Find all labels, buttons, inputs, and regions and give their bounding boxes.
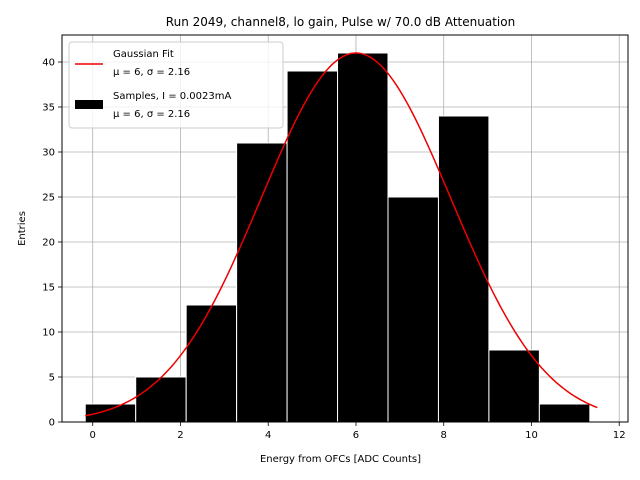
histogram-bar <box>286 70 339 423</box>
legend-box <box>68 41 284 129</box>
gaussian-fit-curve <box>85 52 598 417</box>
histogram-bar <box>84 403 137 423</box>
histogram-bars <box>84 52 591 423</box>
y-tick-label: 40 <box>42 58 55 69</box>
chart-title: Run 2049, channel8, lo gain, Pulse w/ 70… <box>166 15 515 29</box>
y-tick-label: 35 <box>42 103 55 114</box>
plot-frame <box>61 34 629 423</box>
histogram-bar <box>337 52 389 423</box>
histogram-bar <box>135 376 187 423</box>
legend-fit-params: μ = 6, σ = 2.16 <box>113 67 190 78</box>
y-tick-label: 5 <box>49 373 55 384</box>
histogram-bar <box>488 349 540 423</box>
x-tick-label: 6 <box>353 430 359 441</box>
legend-fit-label: Gaussian Fit <box>113 49 174 60</box>
y-axis-ticks: 0 5 10 15 20 25 30 35 40 <box>42 58 62 429</box>
legend-samples-label: Samples, I = 0.0023mA <box>113 91 231 102</box>
y-tick-label: 15 <box>42 283 55 294</box>
histogram-bar <box>538 403 591 423</box>
y-axis-label: Entries <box>17 211 28 246</box>
histogram-bar <box>185 304 238 423</box>
x-axis-label: Energy from OFCs [ADC Counts] <box>260 454 421 465</box>
y-tick-label: 0 <box>49 418 55 429</box>
y-tick-label: 30 <box>42 148 55 159</box>
legend-samples-params: μ = 6, σ = 2.16 <box>113 109 190 120</box>
x-axis-ticks: 0 2 4 6 8 10 12 <box>90 422 626 441</box>
y-tick-label: 10 <box>42 328 55 339</box>
x-tick-label: 2 <box>177 430 183 441</box>
y-tick-label: 20 <box>42 238 55 249</box>
histogram-bar <box>437 115 490 423</box>
x-tick-label: 0 <box>90 430 96 441</box>
histogram-bar <box>387 196 439 423</box>
x-tick-label: 10 <box>525 430 538 441</box>
y-tick-label: 25 <box>42 193 55 204</box>
x-tick-label: 4 <box>265 430 271 441</box>
legend: Gaussian Fit μ = 6, σ = 2.16 Samples, I … <box>68 41 284 129</box>
x-tick-label: 8 <box>441 430 447 441</box>
histogram-bar <box>236 142 288 423</box>
legend-samples-swatch <box>75 100 103 109</box>
x-tick-label: 12 <box>613 430 626 441</box>
